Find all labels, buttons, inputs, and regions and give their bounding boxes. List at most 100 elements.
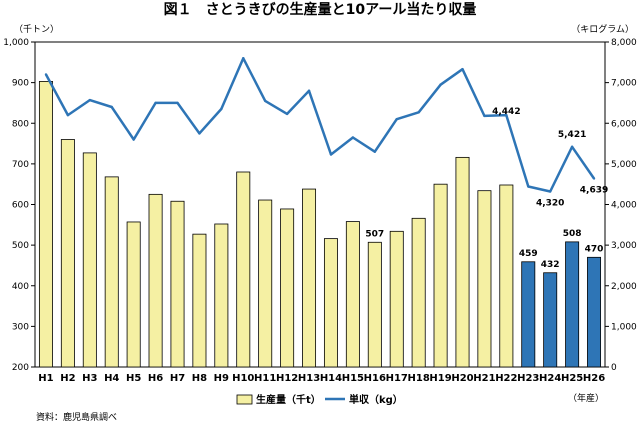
x-tick-label: H6 — [148, 373, 163, 384]
right-tick-label: 6,000 — [611, 119, 637, 129]
bar-H13 — [302, 188, 317, 368]
yield-point-H26 — [592, 177, 596, 180]
right-tick-label: 7,000 — [611, 79, 637, 89]
bar-H17 — [389, 230, 404, 368]
left-tick-label: 500 — [12, 241, 29, 251]
x-tick-label: H5 — [126, 373, 141, 384]
yield-point-H1 — [44, 73, 48, 76]
yield-point-H17 — [395, 117, 398, 121]
bar-H7 — [170, 200, 185, 368]
right-tick-label: 1,000 — [611, 322, 637, 332]
x-tick-label: H9 — [214, 373, 229, 384]
bar-H21 — [477, 190, 492, 368]
bar-H4 — [104, 176, 119, 368]
yield-value-label: 4,639 — [580, 186, 608, 196]
x-tick-label: H13 — [298, 373, 320, 384]
x-tick-label: H23 — [517, 373, 539, 384]
yield-point-H20 — [461, 68, 464, 71]
left-tick-label: 700 — [12, 160, 29, 170]
source-note: 資料：鹿児島県調べ — [36, 411, 117, 423]
x-tick-label: H25 — [561, 373, 583, 384]
bar-H26 — [587, 256, 602, 368]
bar-value-label: 508 — [563, 229, 582, 239]
right-tick-label: 8,000 — [611, 38, 637, 48]
yield-point-H15 — [351, 136, 355, 139]
right-tick-label: 2,000 — [611, 282, 637, 292]
bar-H15 — [345, 221, 360, 368]
x-tick-label: H16 — [364, 373, 386, 384]
plot-area-border — [34, 41, 606, 368]
right-axis-unit: （キログラム） — [571, 23, 634, 35]
bar-H6 — [148, 193, 163, 368]
bar-H10 — [236, 171, 251, 368]
bar-value-label: 470 — [585, 244, 604, 254]
x-tick-label: H10 — [232, 373, 254, 384]
x-tick-label: H3 — [82, 373, 97, 384]
x-tick-label: H14 — [320, 373, 342, 384]
x-axis-unit: （年産） — [568, 392, 604, 404]
x-tick-label: H19 — [429, 373, 451, 384]
bar-H14 — [323, 238, 338, 368]
legend-swatch-production — [236, 394, 253, 405]
bar-value-label: 432 — [541, 260, 560, 270]
right-tick-label: 5,000 — [611, 160, 637, 170]
yield-point-H9 — [220, 107, 223, 111]
left-tick-label: 200 — [12, 363, 29, 373]
bar-value-label: 459 — [519, 249, 538, 259]
bar-H12 — [280, 208, 295, 368]
yield-point-H14 — [329, 153, 333, 156]
left-tick-label: 600 — [12, 201, 29, 211]
legend-label-yield: 単収（kg） — [349, 393, 403, 406]
bar-H18 — [411, 217, 426, 368]
left-tick-label: 1,000 — [3, 38, 29, 48]
yield-point-H21 — [483, 114, 486, 118]
yield-point-H18 — [417, 111, 420, 114]
bar-H20 — [455, 156, 470, 368]
yield-value-label: 4,320 — [536, 199, 564, 209]
yield-value-label: 4,442 — [492, 107, 520, 117]
x-tick-label: H11 — [254, 373, 276, 384]
yield-point-H24 — [548, 190, 552, 193]
yield-point-H23 — [527, 185, 530, 188]
yield-point-H7 — [176, 101, 179, 105]
yield-value-label: 5,421 — [558, 130, 586, 140]
bar-H8 — [192, 233, 207, 368]
x-tick-label: H15 — [342, 373, 364, 384]
left-tick-label: 300 — [12, 322, 29, 332]
x-tick-label: H24 — [539, 373, 561, 384]
x-tick-label: H7 — [170, 373, 185, 384]
yield-polyline — [44, 57, 596, 193]
yield-point-H10 — [242, 57, 245, 60]
yield-point-H22 — [505, 113, 508, 117]
yield-point-H25 — [570, 145, 574, 148]
yield-point-H3 — [88, 98, 92, 102]
x-tick-label: H8 — [192, 373, 207, 384]
bar-H22 — [499, 184, 514, 368]
yield-point-H19 — [439, 83, 442, 86]
bar-H16 — [367, 241, 382, 368]
x-tick-label: H22 — [495, 373, 517, 384]
yield-point-H5 — [132, 138, 135, 141]
right-tick-label: 0 — [611, 363, 617, 373]
legend: 生産量（千t） 単収（kg） — [236, 393, 403, 406]
bar-H11 — [258, 199, 273, 368]
bar-H25 — [565, 241, 580, 368]
legend-label-production: 生産量（千t） — [256, 393, 321, 406]
chart-title: 図１ さとうきびの生産量と10アール当たり収量 — [164, 1, 477, 18]
x-tick-label: H21 — [473, 373, 495, 384]
plot-frame — [34, 41, 606, 368]
left-axis-unit: （千トン） — [14, 24, 59, 35]
yield-point-H12 — [285, 112, 289, 116]
bar-H5 — [126, 221, 141, 368]
left-tick-label: 800 — [12, 119, 29, 129]
bar-H23 — [521, 261, 536, 368]
yield-line — [44, 57, 596, 193]
x-tick-label: H4 — [104, 373, 119, 384]
x-tick-label: H20 — [451, 373, 473, 384]
yield-point-H8 — [198, 132, 201, 135]
yield-point-H6 — [154, 101, 157, 105]
x-tick-label: H26 — [583, 373, 605, 384]
